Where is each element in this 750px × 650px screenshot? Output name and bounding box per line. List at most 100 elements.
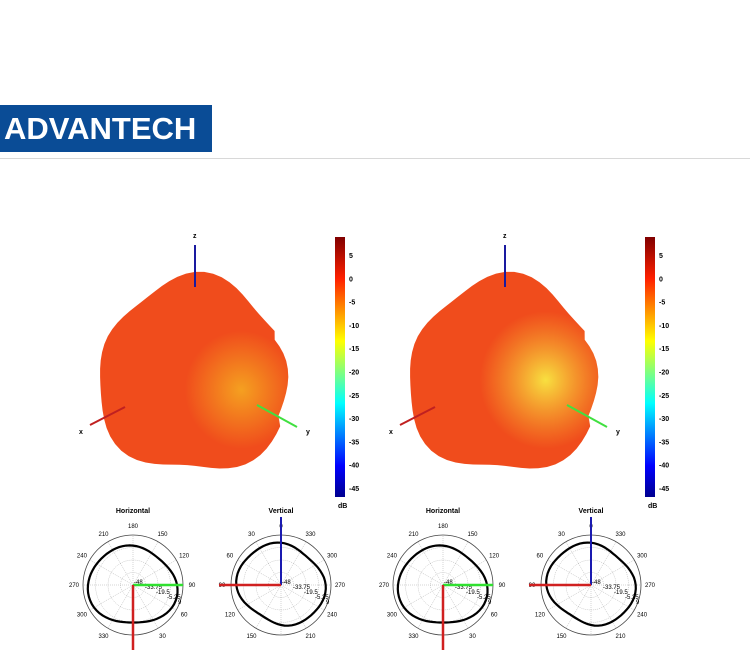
polar-grid-spoke bbox=[442, 541, 469, 586]
polar-ring-label: 9 bbox=[326, 600, 330, 606]
colorbar-tick: -45 bbox=[349, 486, 359, 493]
polar-angle-label: 240 bbox=[77, 554, 88, 560]
y-axis-label: y bbox=[306, 429, 310, 436]
polar-grid-spoke bbox=[442, 584, 487, 611]
colorbar-tick: 5 bbox=[659, 253, 663, 260]
polar-angle-label: 90 bbox=[189, 583, 196, 589]
polar-grid-spoke bbox=[280, 559, 325, 586]
x-axis bbox=[399, 406, 436, 426]
polar-ring-label: -19.5 bbox=[156, 590, 170, 596]
colorbar-tick: 5 bbox=[349, 253, 353, 260]
z-axis-label: z bbox=[193, 233, 197, 240]
polar-angle-label: 270 bbox=[379, 583, 390, 589]
polar-angle-label: 330 bbox=[98, 634, 109, 640]
polar-grid-spoke bbox=[132, 541, 159, 586]
polar-angle-label: 60 bbox=[227, 554, 234, 560]
polar-ring-label: -5.25 bbox=[625, 595, 639, 601]
polar-grid-spoke bbox=[590, 584, 635, 611]
polar-angle-label: 210 bbox=[98, 532, 109, 538]
colorbar-unit: dB bbox=[338, 503, 347, 510]
polar-ring-label: -19.5 bbox=[466, 590, 480, 596]
polar-angle-label: 270 bbox=[69, 583, 80, 589]
polar-title: Vertical bbox=[269, 508, 294, 515]
polar-grid-spoke bbox=[255, 584, 282, 629]
polar-ring-label: -48 bbox=[134, 580, 143, 586]
polar-grid-spoke bbox=[565, 541, 592, 586]
polar-grid-spoke bbox=[417, 541, 444, 586]
colorbar bbox=[335, 237, 345, 497]
colorbar-tick: -10 bbox=[659, 323, 669, 330]
polar-grid-spoke bbox=[89, 584, 134, 611]
colorbar-tick: 0 bbox=[349, 276, 353, 283]
colorbar-tick: 0 bbox=[659, 276, 663, 283]
colorbar bbox=[645, 237, 655, 497]
colorbar-tick: -15 bbox=[349, 346, 359, 353]
polar-angle-label: 120 bbox=[535, 613, 546, 619]
polar-angle-label: 60 bbox=[537, 554, 544, 560]
polar-angle-label: 90 bbox=[499, 583, 506, 589]
polar-angle-label: 330 bbox=[615, 532, 626, 538]
polar-ring-label: -33.75 bbox=[603, 585, 621, 591]
polar-grid-spoke bbox=[547, 584, 592, 611]
polar-angle-label: 150 bbox=[157, 532, 168, 538]
polar-angle-label: 30 bbox=[248, 532, 255, 538]
polar-angle-label: 30 bbox=[159, 634, 166, 640]
polar-angle-label: 60 bbox=[181, 613, 188, 619]
colorbar-tick: -30 bbox=[659, 416, 669, 423]
polar-ring-label: -5.25 bbox=[477, 595, 491, 601]
polar-grid-spoke bbox=[132, 584, 159, 629]
colorbar-tick: -20 bbox=[349, 370, 359, 377]
polar-angle-label: 150 bbox=[246, 634, 257, 640]
polar-grid-spoke bbox=[107, 541, 134, 586]
polar-angle-label: 120 bbox=[489, 554, 500, 560]
advantech-logo: ADVANTECH bbox=[0, 105, 212, 152]
polar-angle-label: 330 bbox=[408, 634, 419, 640]
polar-angle-label: 330 bbox=[305, 532, 316, 538]
polar-grid-spoke bbox=[280, 584, 307, 629]
pattern-highlight bbox=[410, 271, 599, 469]
colorbar-tick: -20 bbox=[659, 370, 669, 377]
polar-ring-label: -5.25 bbox=[167, 595, 181, 601]
polar-angle-label: 30 bbox=[558, 532, 565, 538]
x-axis-label: x bbox=[79, 429, 83, 436]
polar-grid-spoke bbox=[399, 584, 444, 611]
colorbar-tick: -30 bbox=[349, 416, 359, 423]
polar-angle-label: 240 bbox=[387, 554, 398, 560]
polar-grid-spoke bbox=[565, 584, 592, 629]
polar-angle-label: 300 bbox=[327, 554, 338, 560]
polar-angle-label: 120 bbox=[225, 613, 236, 619]
colorbar-unit: dB bbox=[648, 503, 657, 510]
polar-ring-label: -48 bbox=[592, 580, 601, 586]
polar-title: Vertical bbox=[579, 508, 604, 515]
polar-title: Horizontal bbox=[116, 508, 150, 515]
polar-angle-label: 300 bbox=[387, 613, 398, 619]
colorbar-tick: -5 bbox=[349, 300, 355, 307]
polar-angle-label: 120 bbox=[179, 554, 190, 560]
polar-grid-spoke bbox=[442, 584, 469, 629]
z-axis-label: z bbox=[503, 233, 507, 240]
x-axis bbox=[89, 406, 126, 426]
polar-ring-label: -48 bbox=[444, 580, 453, 586]
polar-ring-label: 9 bbox=[488, 600, 492, 606]
polar-grid-spoke bbox=[417, 584, 444, 629]
y-axis-label: y bbox=[616, 429, 620, 436]
colorbar-tick: -45 bbox=[659, 486, 669, 493]
polar-angle-label: 300 bbox=[637, 554, 648, 560]
polar-ring-label: -19.5 bbox=[304, 590, 318, 596]
polar-angle-label: 270 bbox=[645, 583, 656, 589]
colorbar-tick: -40 bbox=[659, 463, 669, 470]
polar-grid-spoke bbox=[237, 584, 282, 611]
polar-grid-spoke bbox=[590, 541, 617, 586]
polar-pattern-curve bbox=[396, 544, 489, 624]
y-axis bbox=[566, 404, 608, 428]
colorbar-tick: -5 bbox=[659, 300, 665, 307]
polar-angle-label: 240 bbox=[637, 613, 648, 619]
polar-grid-spoke bbox=[255, 541, 282, 586]
polar-grid-spoke bbox=[132, 584, 177, 611]
polar-angle-label: 180 bbox=[128, 524, 139, 530]
polar-ring-label: -5.25 bbox=[315, 595, 329, 601]
polar-grid-spoke bbox=[237, 559, 282, 586]
polar-angle-label: 150 bbox=[556, 634, 567, 640]
polar-grid-spoke bbox=[89, 559, 134, 586]
